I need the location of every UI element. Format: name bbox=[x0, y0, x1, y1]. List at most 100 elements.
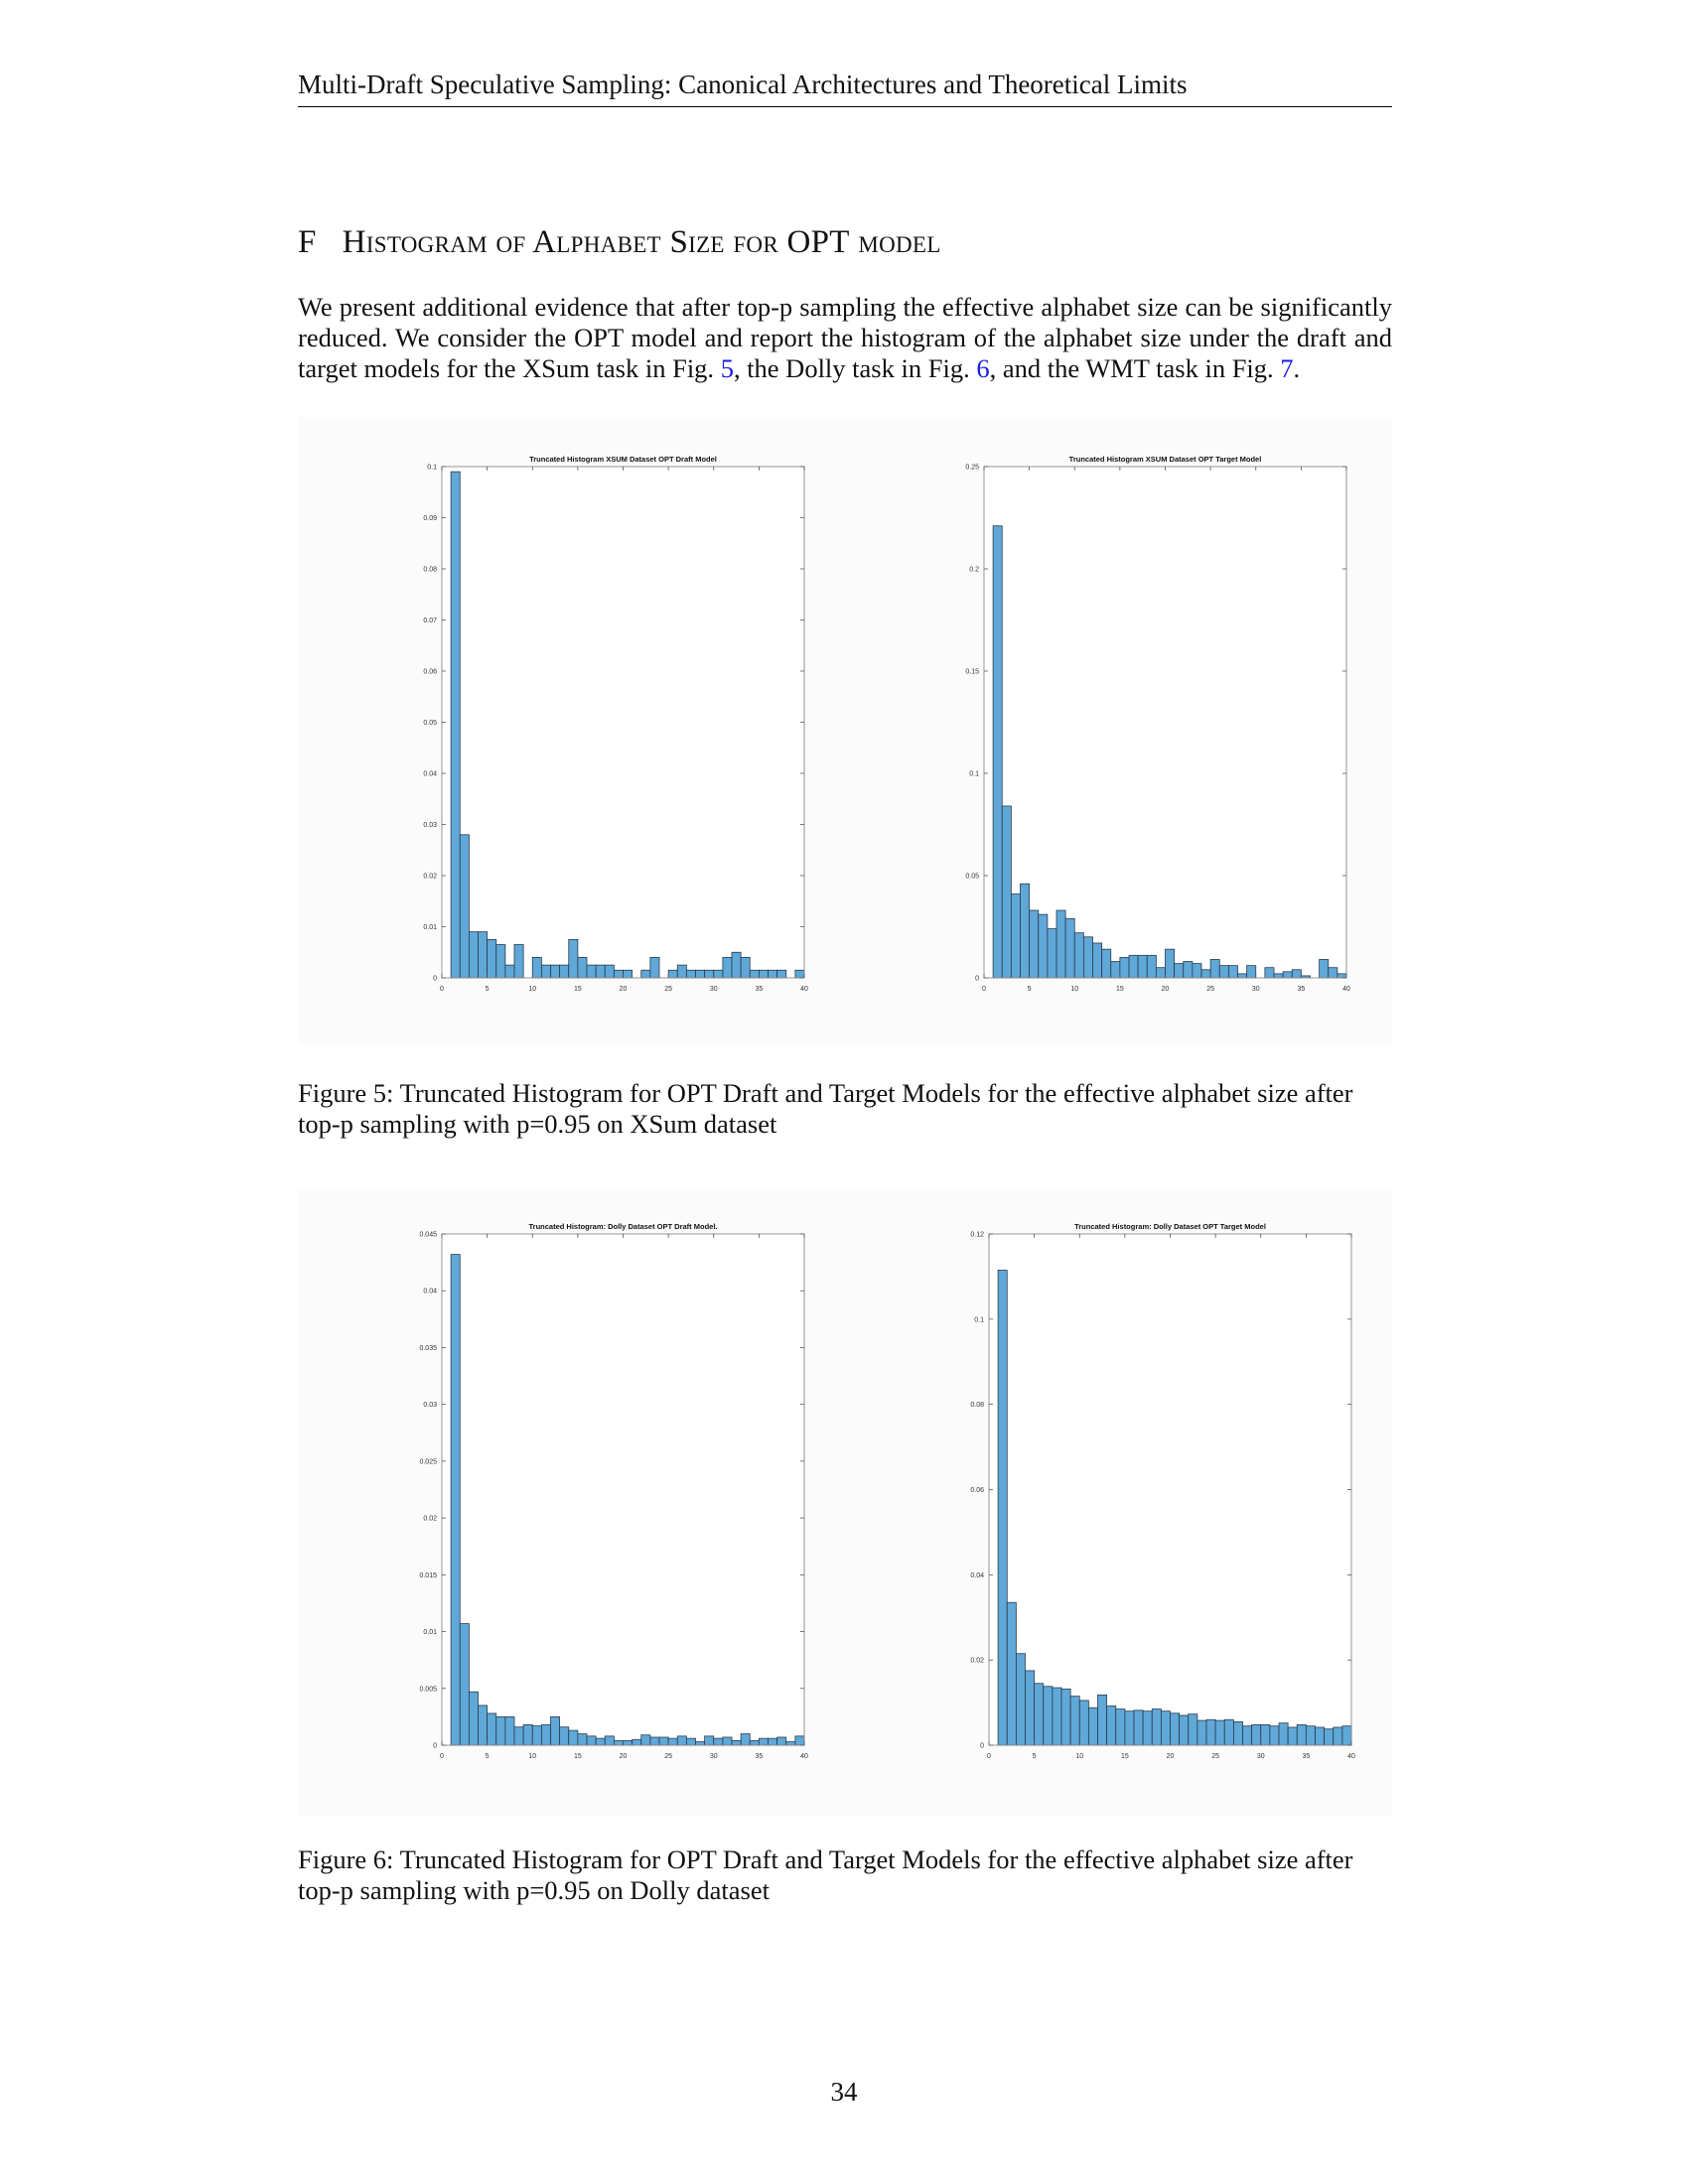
x-tick-label: 35 bbox=[755, 986, 763, 993]
histogram-bar bbox=[749, 1740, 760, 1746]
y-tick-label: 0.04 bbox=[423, 1289, 437, 1296]
histogram-bar bbox=[713, 1737, 724, 1746]
histogram-bar bbox=[768, 1737, 778, 1746]
histogram-bar bbox=[478, 931, 489, 979]
histogram-bar bbox=[1200, 969, 1211, 979]
y-tick-label: 0.06 bbox=[423, 669, 437, 676]
x-tick-label: 15 bbox=[1116, 986, 1124, 993]
chart-title: Truncated Histogram XSUM Dataset OPT Tar… bbox=[1069, 455, 1262, 464]
histogram-bar bbox=[749, 969, 760, 979]
histogram-bar bbox=[1151, 1708, 1162, 1746]
histogram-bar bbox=[513, 1726, 524, 1746]
histogram-bar bbox=[640, 1734, 651, 1746]
histogram-bar bbox=[1269, 1725, 1280, 1746]
section-title-part: OPT bbox=[786, 224, 850, 260]
histogram-bar bbox=[1142, 1710, 1153, 1746]
x-tick-label: 40 bbox=[1342, 986, 1350, 993]
histogram-bar bbox=[1291, 969, 1302, 979]
histogram-bar bbox=[1001, 805, 1012, 979]
histogram-bar bbox=[595, 1737, 606, 1746]
histogram-bar bbox=[1328, 967, 1338, 979]
histogram-bar bbox=[676, 964, 687, 979]
paragraph-text: . bbox=[1293, 353, 1301, 383]
histogram-bar bbox=[1218, 965, 1229, 979]
histogram-bar bbox=[513, 944, 524, 979]
histogram-bar bbox=[1073, 932, 1084, 979]
y-tick-label: 0.1 bbox=[427, 465, 437, 472]
histogram-bar bbox=[487, 938, 497, 979]
histogram-bar bbox=[695, 969, 706, 979]
histogram-bar bbox=[468, 1691, 479, 1746]
x-tick-label: 30 bbox=[710, 1753, 718, 1760]
histogram-bar bbox=[595, 964, 606, 979]
figure-ref-link[interactable]: 7 bbox=[1280, 353, 1294, 383]
histogram-bar bbox=[504, 964, 515, 979]
x-tick-label: 25 bbox=[1211, 1753, 1219, 1760]
histogram-bar bbox=[1133, 1709, 1144, 1746]
section-heading: F Histogram of Alphabet Size for OPT mode… bbox=[298, 224, 941, 261]
histogram-bar bbox=[1137, 954, 1148, 979]
paragraph-text: We present additional evidence that afte… bbox=[298, 292, 1392, 383]
histogram-bar bbox=[1296, 1724, 1307, 1746]
figure-6-caption: Figure 6: Truncated Histogram for OPT Dr… bbox=[298, 1844, 1353, 1905]
histogram-bar bbox=[1101, 948, 1112, 979]
x-tick-label: 25 bbox=[664, 986, 672, 993]
figure-ref-link[interactable]: 5 bbox=[720, 353, 734, 383]
histogram-bar bbox=[1260, 1724, 1271, 1746]
y-tick-label: 0.015 bbox=[419, 1572, 437, 1579]
histogram-bar bbox=[604, 964, 615, 979]
histogram-bar bbox=[1119, 957, 1130, 979]
histogram-bar bbox=[1179, 1714, 1190, 1746]
histogram-bar bbox=[1196, 1719, 1207, 1746]
histogram-bar bbox=[992, 525, 1003, 979]
histogram-bar bbox=[1034, 1683, 1045, 1746]
y-tick-label: 0.12 bbox=[970, 1232, 984, 1239]
y-tick-label: 0.045 bbox=[419, 1232, 437, 1239]
histogram-bar bbox=[1165, 948, 1176, 979]
histogram-bar bbox=[550, 964, 561, 979]
histogram-bar bbox=[1188, 1713, 1198, 1746]
histogram-bar bbox=[613, 1740, 624, 1746]
histogram-bar bbox=[640, 969, 651, 979]
plot-area bbox=[989, 1234, 1351, 1745]
y-tick-label: 0.02 bbox=[423, 1516, 437, 1523]
histogram-bar bbox=[459, 1623, 470, 1746]
histogram-bar bbox=[667, 969, 678, 979]
histogram-bar bbox=[1078, 1700, 1089, 1746]
histogram-bar bbox=[713, 969, 724, 979]
histogram-bar bbox=[667, 1737, 678, 1746]
histogram-bar bbox=[685, 969, 696, 979]
chart-title: Truncated Histogram: Dolly Dataset OPT D… bbox=[528, 1222, 717, 1231]
histogram-bar bbox=[1282, 971, 1293, 979]
histogram-bar bbox=[468, 931, 479, 979]
histogram-bar bbox=[1010, 893, 1021, 979]
histogram-bar bbox=[1174, 963, 1185, 979]
figure-ref-link[interactable]: 6 bbox=[976, 353, 990, 383]
x-tick-label: 20 bbox=[1162, 986, 1170, 993]
histogram-bar bbox=[1214, 1719, 1225, 1746]
x-tick-label: 5 bbox=[1033, 1753, 1037, 1760]
y-tick-label: 0 bbox=[975, 976, 979, 983]
histogram-bar bbox=[1227, 965, 1238, 979]
paragraph-text: , the Dolly task in Fig. bbox=[733, 353, 977, 383]
x-tick-label: 40 bbox=[800, 1753, 808, 1760]
histogram-bar bbox=[1025, 1670, 1036, 1746]
y-tick-label: 0.2 bbox=[969, 567, 979, 574]
x-tick-label: 25 bbox=[1206, 986, 1214, 993]
x-tick-label: 40 bbox=[1347, 1753, 1355, 1760]
histogram-bar bbox=[758, 969, 769, 979]
histogram-bar bbox=[785, 1741, 796, 1746]
histogram-bar bbox=[794, 1735, 805, 1746]
histogram-bar bbox=[1333, 1726, 1343, 1746]
y-tick-label: 0.03 bbox=[423, 822, 437, 829]
histogram-bar bbox=[1106, 1706, 1117, 1746]
x-tick-label: 15 bbox=[1121, 1753, 1129, 1760]
histogram-bar bbox=[623, 969, 633, 979]
histogram-bar bbox=[776, 1736, 787, 1746]
histogram-bar bbox=[1170, 1712, 1181, 1746]
y-tick-label: 0.05 bbox=[965, 874, 979, 881]
histogram-bar bbox=[758, 1737, 769, 1746]
histogram-bar bbox=[522, 1724, 533, 1746]
y-tick-label: 0.1 bbox=[969, 771, 979, 778]
x-tick-label: 30 bbox=[1252, 986, 1260, 993]
